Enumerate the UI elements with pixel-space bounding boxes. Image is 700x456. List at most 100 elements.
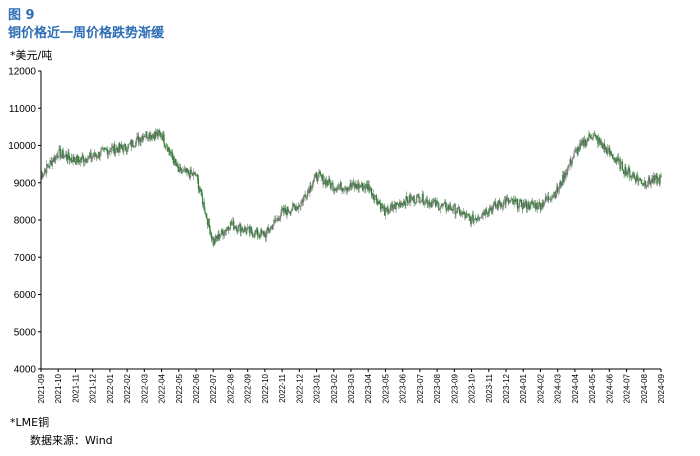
candle-body bbox=[236, 227, 238, 232]
candle-body bbox=[130, 141, 132, 147]
candle-body bbox=[106, 149, 108, 151]
candle-body bbox=[297, 205, 300, 210]
candle-body bbox=[612, 154, 614, 159]
candle-body bbox=[336, 188, 338, 191]
candle-body bbox=[358, 185, 360, 189]
candle-body bbox=[156, 132, 158, 135]
candle-body bbox=[361, 182, 364, 191]
candle-body bbox=[56, 155, 59, 158]
candle-body bbox=[560, 181, 562, 186]
candle-body bbox=[397, 203, 400, 206]
candle-body bbox=[365, 183, 368, 185]
candle-body bbox=[121, 147, 123, 149]
candle-body bbox=[501, 203, 503, 208]
candle-body bbox=[335, 188, 337, 191]
candle-body bbox=[184, 168, 186, 173]
candle-body bbox=[621, 161, 623, 163]
candle-body bbox=[518, 202, 520, 208]
candle-body bbox=[452, 210, 454, 211]
candle-body bbox=[79, 158, 81, 163]
candle-body bbox=[294, 206, 296, 207]
candle-body bbox=[572, 157, 574, 159]
candle-body bbox=[385, 208, 387, 210]
candle-body bbox=[76, 156, 78, 163]
candle-body bbox=[369, 189, 371, 192]
candle-body bbox=[408, 195, 410, 203]
candle-body bbox=[71, 160, 73, 163]
candle-body bbox=[543, 204, 545, 207]
candle-body bbox=[480, 216, 482, 218]
data-source: 数据来源：Wind bbox=[30, 434, 113, 447]
candle-body bbox=[331, 183, 333, 184]
candle-body bbox=[598, 137, 601, 143]
candle-body bbox=[639, 178, 642, 181]
candle-body bbox=[218, 233, 220, 240]
y-tick-label: 6000 bbox=[14, 290, 37, 301]
candle-body bbox=[306, 191, 309, 198]
candle-body bbox=[478, 217, 480, 219]
candle-body bbox=[303, 195, 305, 198]
candle-body bbox=[318, 172, 320, 174]
candle-body bbox=[488, 212, 490, 214]
candle-body bbox=[461, 211, 463, 215]
candle-body bbox=[364, 187, 366, 190]
candle-body bbox=[552, 195, 555, 197]
candle-body bbox=[522, 202, 524, 210]
candle-body bbox=[343, 189, 345, 191]
candle-body bbox=[45, 169, 47, 173]
candle-body bbox=[406, 199, 409, 203]
candle-body bbox=[145, 131, 147, 137]
candle-body bbox=[250, 227, 252, 229]
candle-body bbox=[225, 229, 227, 232]
candle-body bbox=[361, 182, 363, 187]
candle-body bbox=[77, 156, 79, 163]
candle-body bbox=[249, 227, 251, 233]
candle-body bbox=[347, 188, 349, 191]
candle-body bbox=[241, 227, 243, 231]
candle-body bbox=[566, 173, 568, 175]
candle-body bbox=[430, 202, 432, 208]
candle-body bbox=[292, 203, 295, 205]
x-tick-label: 2022-02 bbox=[123, 373, 132, 403]
candle-body bbox=[200, 189, 202, 192]
candle-body bbox=[423, 203, 425, 205]
candle-body bbox=[275, 219, 277, 221]
candle-body bbox=[362, 186, 364, 191]
candle-body bbox=[426, 199, 428, 205]
candle-body bbox=[630, 175, 632, 178]
candle-body bbox=[302, 200, 304, 203]
candle-body bbox=[633, 175, 635, 177]
candle-body bbox=[636, 175, 638, 179]
candle-body bbox=[557, 186, 559, 192]
footnote: *LME铜 bbox=[10, 416, 50, 429]
candle-body bbox=[610, 150, 612, 156]
candle-body bbox=[150, 135, 152, 139]
candle-body bbox=[534, 203, 537, 210]
candle-body bbox=[404, 203, 406, 206]
candle-body bbox=[348, 187, 350, 189]
candle-body bbox=[505, 198, 507, 205]
candle-body bbox=[144, 136, 146, 137]
candle-body bbox=[498, 200, 501, 204]
candle-body bbox=[229, 228, 231, 231]
candle-body bbox=[393, 203, 396, 209]
candle-body bbox=[111, 146, 113, 148]
x-tick-label: 2023-02 bbox=[330, 373, 339, 403]
candle-body bbox=[444, 202, 446, 204]
candle-body bbox=[176, 164, 178, 167]
candle-body bbox=[375, 195, 378, 201]
candle-body bbox=[122, 148, 124, 152]
candle-body bbox=[402, 201, 405, 206]
candle-body bbox=[370, 187, 372, 190]
candle-body bbox=[648, 177, 651, 183]
candle-body bbox=[465, 213, 467, 218]
candle-body bbox=[434, 199, 436, 202]
candle-body bbox=[371, 193, 373, 196]
candle-body bbox=[405, 196, 407, 206]
candle-body bbox=[424, 202, 426, 205]
candle-body bbox=[188, 174, 191, 178]
candle-body bbox=[110, 147, 113, 151]
candle-body bbox=[576, 149, 578, 155]
candle-body bbox=[223, 234, 225, 236]
x-tick-label: 2024-09 bbox=[657, 373, 666, 403]
